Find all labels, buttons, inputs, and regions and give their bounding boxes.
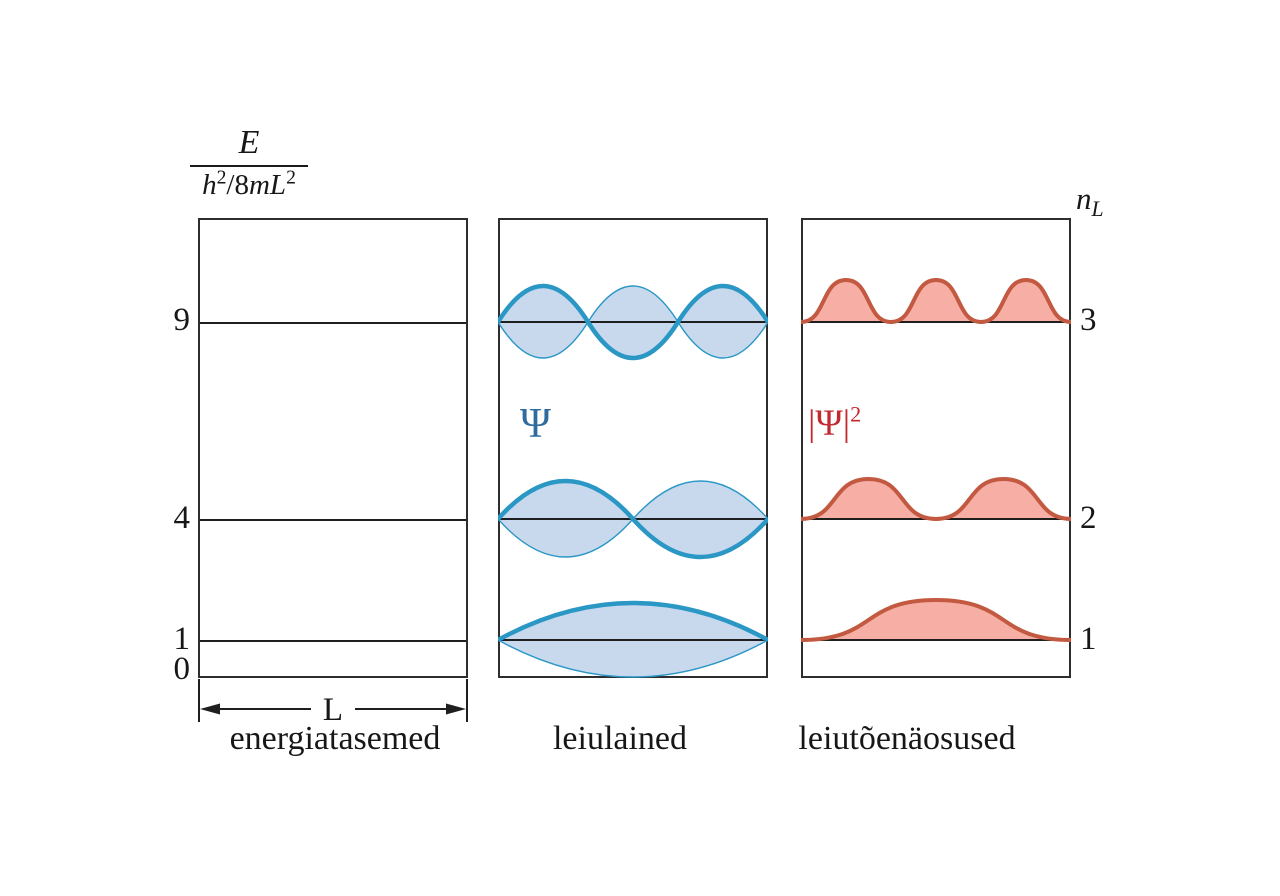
prob-curve-n1 (801, 597, 1071, 642)
prob-fill-n1 (801, 600, 1071, 640)
tick-label-1: 1 (173, 621, 191, 658)
psi-squared-label: |Ψ|2 (808, 401, 862, 444)
fraction-numerator: E (190, 124, 308, 167)
wave-mirror-n3 (498, 285, 768, 359)
quantum-number-header: nL (1076, 181, 1104, 222)
wavefunction-n3 (498, 283, 768, 361)
psi-label: Ψ (520, 401, 551, 447)
fraction-denominator: h2/8mL2 (202, 166, 296, 201)
prob-curve-n3 (801, 277, 1071, 325)
energy-level-line-n1 (200, 640, 466, 642)
prob-curve-n2 (801, 476, 1071, 522)
energy-level-line-n2 (200, 519, 466, 521)
quantum-number-label-1: 1 (1080, 621, 1097, 658)
tick-label-4: 4 (173, 500, 191, 537)
probability-n2 (801, 476, 1071, 522)
prob-fill-n2 (801, 479, 1071, 519)
probabilities-drawing (801, 277, 1071, 642)
energy-levels-panel (198, 218, 468, 678)
wavefunctions-drawing (498, 283, 768, 678)
wave-curve-n2 (498, 478, 768, 560)
box-width-arrow: L (198, 679, 468, 727)
tick-label-0: 0 (173, 651, 191, 688)
energy-axis-label: E h2/8mL2 (190, 124, 308, 202)
probability-n3 (801, 277, 1071, 325)
quantum-number-label-3: 3 (1080, 302, 1097, 339)
energy-level-line-n3 (200, 322, 466, 324)
prob-fill-n3 (801, 280, 1071, 322)
probability-n1 (801, 597, 1071, 642)
quantum-number-label-2: 2 (1080, 500, 1097, 537)
right-arrowhead-icon (446, 703, 466, 715)
width-label: L (323, 692, 343, 727)
left-arrowhead-icon (200, 703, 220, 715)
wave-curve-n3 (498, 283, 768, 361)
wave-curve-n1 (498, 600, 768, 642)
wavefunction-n1 (498, 600, 768, 678)
wavefunction-n2 (498, 478, 768, 560)
caption-wavefunctions: leiulained (552, 720, 688, 757)
wave-mirror-n1 (498, 639, 768, 678)
tick-label-9: 9 (173, 302, 191, 339)
caption-probabilities: leiutõenäosused (798, 720, 1016, 757)
caption-energy-levels: energiatasemed (229, 720, 441, 757)
